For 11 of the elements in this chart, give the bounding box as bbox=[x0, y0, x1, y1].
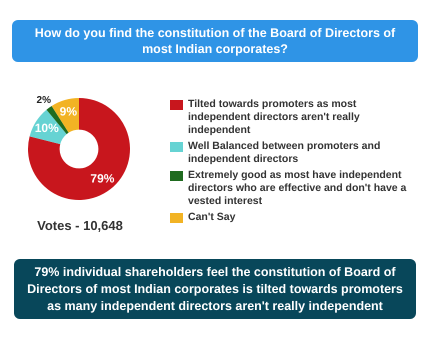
legend-label: Tilted towards promoters as most independent directors aren't really independent bbox=[188, 98, 361, 137]
data-label: 79% bbox=[90, 171, 115, 186]
text: 79% individual shareholders feel the constitution of Board of Directors of most Indian corporates is tilted towards promoters as many independent directors aren't really independent bbox=[14, 259, 416, 319]
data-label: 2% bbox=[36, 95, 52, 106]
data-label: 9% bbox=[60, 104, 78, 119]
legend-label: Can't Say bbox=[188, 211, 236, 224]
data-label: 10% bbox=[34, 120, 60, 135]
legend-label: Well Balanced between promoters and independent directors bbox=[188, 140, 382, 166]
chart-title: How do you find the constitution of the Board of Directors of most Indian corporates? bbox=[12, 20, 418, 62]
text: Votes - 10,648 bbox=[36, 218, 124, 233]
legend-label: Extremely good as most have independent directors who are effective and don't have a vested interest bbox=[188, 169, 408, 208]
